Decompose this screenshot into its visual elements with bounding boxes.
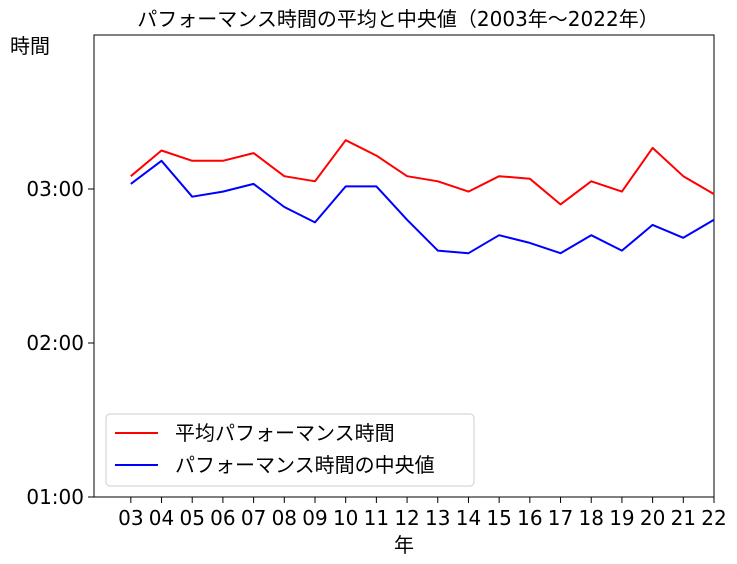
x-tick-label: 17 xyxy=(548,506,573,530)
x-tick-label: 21 xyxy=(671,506,696,530)
x-tick-label: 06 xyxy=(210,506,235,530)
series-line-mean xyxy=(130,139,715,206)
x-tick-label: 13 xyxy=(425,506,450,530)
plot-area-frame xyxy=(93,34,715,498)
y-tick-label: 01:00 xyxy=(26,485,84,509)
x-tick-label: 14 xyxy=(456,506,481,530)
x-tick-label: 10 xyxy=(333,506,358,530)
y-tick-label: 03:00 xyxy=(26,177,84,201)
legend-label-median: パフォーマンス時間の中央値 xyxy=(175,453,435,477)
x-tick-label: 08 xyxy=(272,506,297,530)
x-axis-ticks: 03 04 05 06 07 08 09 10 11 12 13 14 15 16 17 18 19 20 21 22 xyxy=(118,497,727,530)
legend: 平均パフォーマンス時間 パフォーマンス時間の中央値 xyxy=(105,413,475,487)
x-tick-label: 03 xyxy=(118,506,143,530)
y-tick-label: 02:00 xyxy=(26,331,84,355)
x-tick-label: 07 xyxy=(241,506,266,530)
x-tick-label: 11 xyxy=(364,506,389,530)
series-line-median xyxy=(130,159,715,255)
x-tick-label: 12 xyxy=(394,506,419,530)
chart-title: パフォーマンス時間の平均と中央値（2003年〜2022年） xyxy=(137,7,658,31)
x-tick-label: 16 xyxy=(517,506,542,530)
y-axis-ticks: 01:00 02:00 03:00 xyxy=(26,177,94,509)
y-axis-label: 時間 xyxy=(10,34,50,58)
legend-box xyxy=(105,413,475,487)
legend-label-mean: 平均パフォーマンス時間 xyxy=(175,421,395,445)
x-tick-label: 05 xyxy=(179,506,204,530)
x-tick-label: 04 xyxy=(149,506,174,530)
x-tick-label: 18 xyxy=(579,506,604,530)
x-tick-label: 09 xyxy=(302,506,327,530)
x-tick-label: 22 xyxy=(701,506,726,530)
x-tick-label: 20 xyxy=(640,506,665,530)
x-tick-label: 19 xyxy=(609,506,634,530)
x-axis-label: 年 xyxy=(394,533,414,557)
chart-series xyxy=(130,139,715,255)
x-tick-label: 15 xyxy=(486,506,511,530)
